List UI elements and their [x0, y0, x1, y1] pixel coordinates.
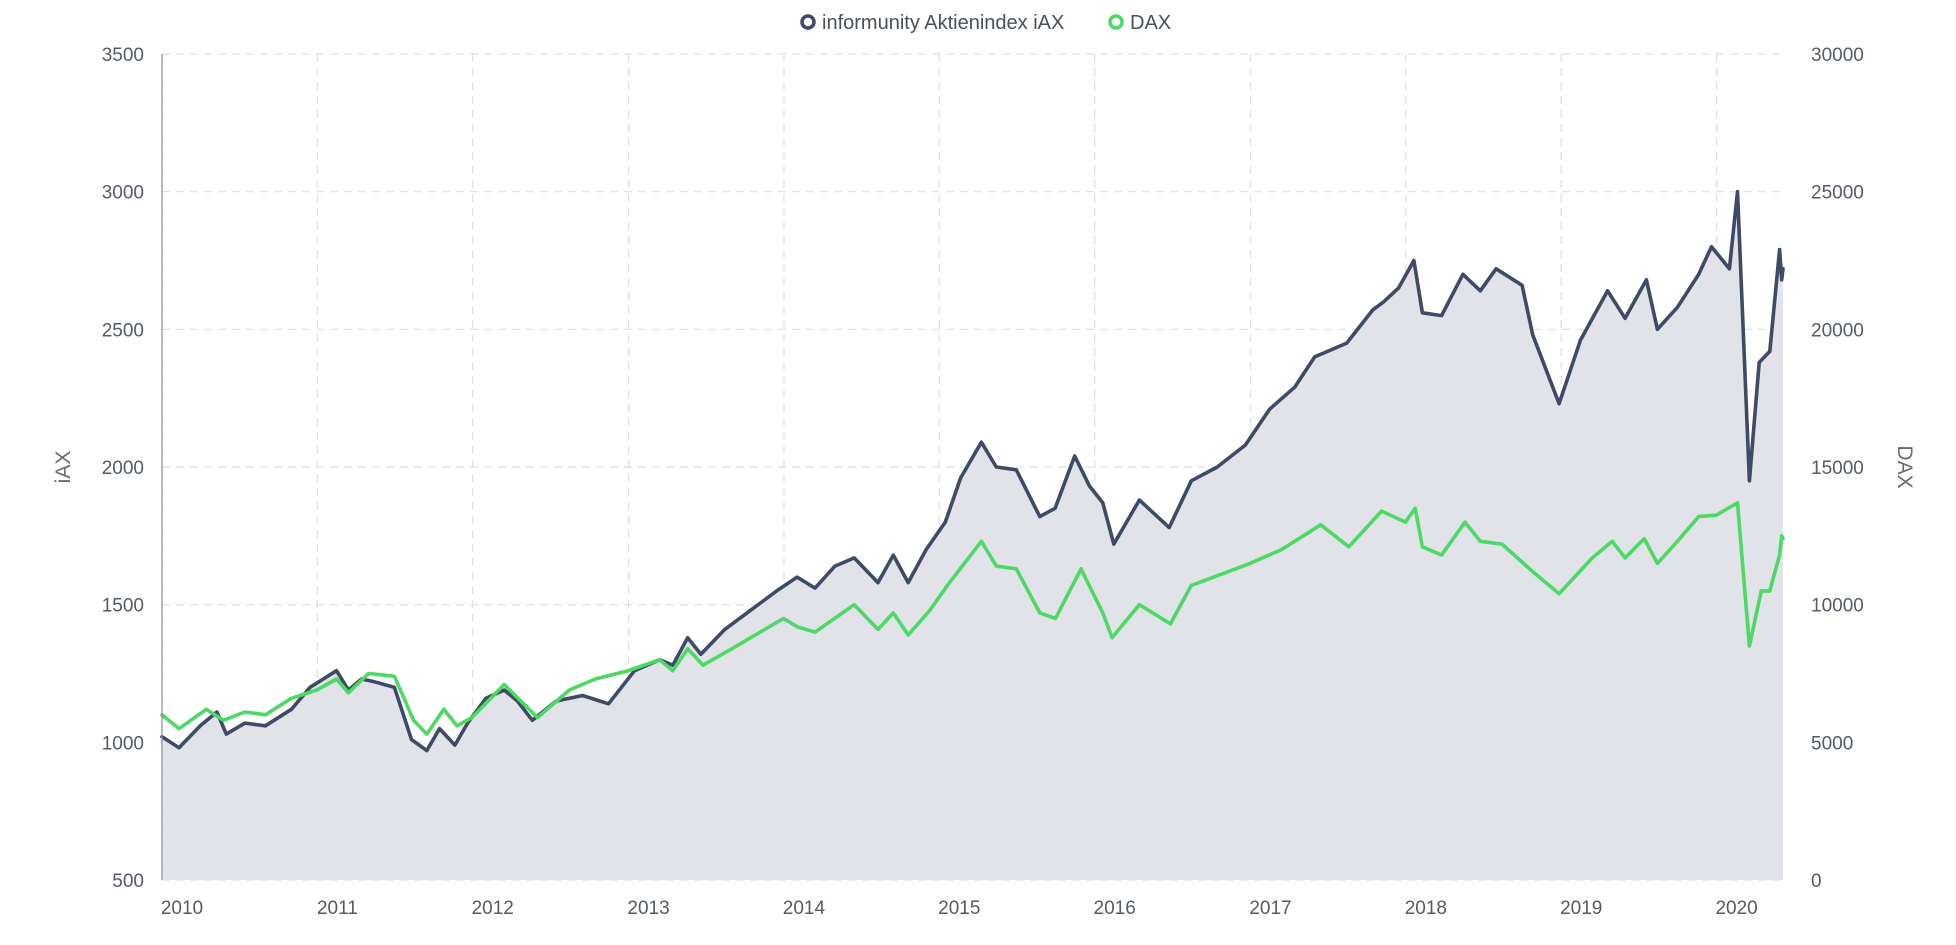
x-tick-label: 2011 [317, 898, 358, 919]
x-tick-label: 2010 [161, 898, 203, 919]
x-tick-label: 2017 [1249, 898, 1291, 919]
right-tick-label: 25000 [1811, 183, 1864, 204]
legend-marker-iax-icon [800, 14, 816, 30]
left-tick-label: 2000 [102, 458, 144, 479]
x-axis-ticks: 2010 2011 2012 2013 2014 2015 2016 2017 2018 2019… [161, 898, 1758, 919]
left-tick-label: 3000 [102, 183, 144, 204]
series-line-0[interactable] [160, 189, 1785, 753]
right-tick-label: 20000 [1811, 320, 1864, 341]
right-tick-label: 5000 [1811, 733, 1853, 754]
right-tick-label: 0 [1811, 871, 1822, 892]
legend-marker-dax-icon [1108, 14, 1124, 30]
left-tick-label: 1000 [102, 733, 144, 754]
series-lines [160, 189, 1785, 753]
x-tick-label: 2020 [1715, 898, 1757, 919]
x-tick-label: 2014 [783, 898, 826, 919]
x-tick-label: 2018 [1405, 898, 1447, 919]
x-tick-label: 2016 [1094, 898, 1136, 919]
legend: informunity Aktienindex iAX DAX [800, 12, 1171, 34]
left-axis-ticks: 500 1000 1500 2000 2500 3000 3500 [102, 45, 144, 892]
right-axis-ticks: 0 5000 10000 15000 20000 25000 30000 [1811, 45, 1864, 892]
x-tick-label: 2015 [938, 898, 980, 919]
x-tick-label: 2012 [472, 898, 514, 919]
right-tick-label: 10000 [1811, 596, 1864, 617]
legend-item-iax[interactable]: informunity Aktienindex iAX [800, 12, 1064, 34]
left-tick-label: 2500 [102, 320, 144, 341]
legend-label-iax: informunity Aktienindex iAX [822, 12, 1064, 34]
legend-label-dax: DAX [1130, 12, 1171, 34]
left-axis-title: iAX [52, 451, 75, 484]
left-tick-label: 500 [112, 871, 144, 892]
area-layer [162, 191, 1783, 880]
x-tick-label: 2019 [1560, 898, 1602, 919]
series-line-1[interactable] [160, 501, 1785, 736]
right-tick-label: 30000 [1811, 45, 1864, 66]
x-tick-label: 2013 [627, 898, 669, 919]
right-axis-title: DAX [1893, 445, 1916, 488]
series-area-0 [162, 191, 1783, 880]
left-tick-label: 3500 [102, 45, 144, 66]
right-tick-label: 15000 [1811, 458, 1864, 479]
legend-item-dax[interactable]: DAX [1108, 12, 1171, 34]
left-tick-label: 1500 [102, 596, 144, 617]
